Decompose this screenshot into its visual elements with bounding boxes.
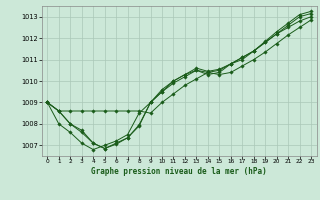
X-axis label: Graphe pression niveau de la mer (hPa): Graphe pression niveau de la mer (hPa) <box>91 167 267 176</box>
